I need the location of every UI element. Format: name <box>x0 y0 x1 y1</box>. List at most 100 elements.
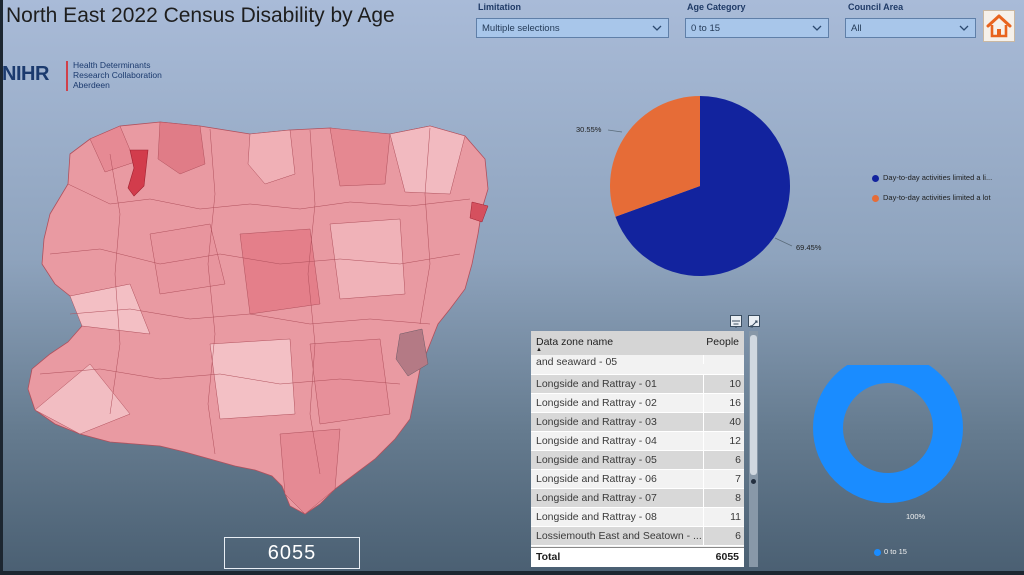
row-name: Longside and Rattray - 06 <box>536 473 657 485</box>
column-separator <box>703 355 704 364</box>
logo-divider <box>66 61 68 91</box>
map-region[interactable] <box>239 228 321 315</box>
pie-slice-limited-a-lot[interactable] <box>610 96 700 217</box>
map-region-aberdeen-city[interactable] <box>395 328 429 377</box>
legend-item-limited-a-lot[interactable]: Day-to-day activities limited a lot <box>872 193 991 202</box>
table-row[interactable]: Longside and Rattray - 03 40 <box>531 413 744 432</box>
filter-age-value: 0 to 15 <box>691 23 721 34</box>
filter-limitation-label: Limitation <box>478 2 521 12</box>
column-header-people[interactable]: People <box>706 336 739 348</box>
column-separator <box>703 527 704 546</box>
filter-council-value: All <box>851 23 862 34</box>
filter-icon[interactable] <box>730 315 742 328</box>
legend-dot <box>874 548 881 556</box>
donut-legend-item[interactable]: 0 to 15 <box>874 547 907 556</box>
pie-slice-limited-a-little[interactable] <box>615 96 791 276</box>
table-row[interactable]: Longside and Rattray - 01 10 <box>531 375 744 394</box>
map-borders <box>39 127 471 475</box>
data-zone-table: Data zone name ▲ People Lhanbryde, Urquh… <box>531 331 744 567</box>
window-frame-left <box>0 0 3 575</box>
total-value: 6055 <box>715 551 739 563</box>
map-region[interactable] <box>69 283 151 335</box>
filter-age-dropdown[interactable]: 0 to 15 <box>685 18 829 38</box>
legend-item-limited-a-little[interactable]: Day-to-day activities limited a li... <box>872 173 992 182</box>
filter-age-label: Age Category <box>687 2 746 12</box>
logo-name: NIHR <box>2 63 49 85</box>
age-donut-chart[interactable] <box>810 365 970 505</box>
map-region-highlight[interactable] <box>469 201 489 223</box>
filter-limitation-dropdown[interactable]: Multiple selections <box>476 18 669 38</box>
column-separator <box>703 489 704 508</box>
chevron-down-icon <box>812 25 822 31</box>
donut-label: 100% <box>906 512 926 521</box>
total-label: Total <box>536 551 561 563</box>
map-region[interactable] <box>329 218 406 300</box>
choropleth-map[interactable] <box>10 114 510 529</box>
pie-leader-line <box>774 237 793 247</box>
scrollbar-handle[interactable] <box>751 479 756 484</box>
table-row[interactable]: Longside and Rattray - 02 16 <box>531 394 744 413</box>
table-body[interactable]: Lhanbryde, Urquhart, Pitgaveny and seawa… <box>531 355 744 549</box>
row-people: 7 <box>735 473 741 485</box>
logo-subtitle: Health Determinants Research Collaborati… <box>73 60 162 90</box>
pie-leader-line <box>607 129 623 133</box>
home-button[interactable] <box>983 10 1015 42</box>
map-region[interactable] <box>209 338 296 420</box>
row-name: Longside and Rattray - 01 <box>536 378 657 390</box>
donut-slice-0-to-15[interactable] <box>813 365 963 503</box>
legend-dot <box>872 174 879 182</box>
page-title: North East 2022 Census Disability by Age <box>6 4 395 27</box>
logo-line-2: Research Collaboration <box>73 70 162 80</box>
total-card-value: 6055 <box>267 542 317 564</box>
logo-line-1: Health Determinants <box>73 60 151 70</box>
chevron-down-icon <box>652 25 662 31</box>
focus-mode-icon[interactable] <box>748 315 760 328</box>
home-icon <box>986 14 1012 38</box>
limitation-pie-chart[interactable]: 69.45% 30.55% <box>560 90 860 290</box>
filter-limitation-value: Multiple selections <box>482 23 560 34</box>
table-scrollbar[interactable] <box>749 331 758 567</box>
legend-dot <box>872 194 879 202</box>
chevron-down-icon <box>959 25 969 31</box>
filter-council-dropdown[interactable]: All <box>845 18 976 38</box>
map-region[interactable] <box>279 428 341 515</box>
expand-icon <box>750 320 758 328</box>
legend-label: 0 to 15 <box>884 547 907 556</box>
map-region-highlight[interactable] <box>127 149 149 197</box>
table-row[interactable]: Lossiemouth East and Seatown - ... 6 <box>531 527 744 546</box>
row-people: 6 <box>735 530 741 542</box>
row-name: Lossiemouth East and Seatown - ... <box>536 530 702 542</box>
row-name: Longside and Rattray - 08 <box>536 511 657 523</box>
map-region[interactable] <box>247 129 296 185</box>
row-name: Longside and Rattray - 03 <box>536 416 657 428</box>
window-frame-bottom <box>0 571 1024 575</box>
row-people: 4 <box>705 355 741 356</box>
map-region[interactable] <box>149 223 226 295</box>
row-people: 6 <box>735 454 741 466</box>
table-row[interactable]: Longside and Rattray - 06 7 <box>531 470 744 489</box>
table-row[interactable]: Longside and Rattray - 04 12 <box>531 432 744 451</box>
table-header: Data zone name ▲ People <box>531 331 744 355</box>
map-region[interactable] <box>329 127 391 187</box>
legend-label: Day-to-day activities limited a li... <box>883 173 993 182</box>
map-region[interactable] <box>309 338 391 425</box>
column-header-data-zone[interactable]: Data zone name <box>536 336 614 348</box>
row-name: Longside and Rattray - 02 <box>536 397 657 409</box>
table-row[interactable]: Lhanbryde, Urquhart, Pitgaveny and seawa… <box>531 355 744 375</box>
map-region[interactable] <box>157 121 206 175</box>
row-name: Lhanbryde, Urquhart, Pitgaveny and seawa… <box>536 355 684 368</box>
row-people: 11 <box>730 511 741 523</box>
table-row[interactable]: Longside and Rattray - 08 11 <box>531 508 744 527</box>
scrollbar-thumb[interactable] <box>750 335 757 475</box>
table-row[interactable]: Longside and Rattray - 07 8 <box>531 489 744 508</box>
row-name: Longside and Rattray - 04 <box>536 435 657 447</box>
column-separator <box>703 375 704 394</box>
filter-icon-glyph <box>732 320 740 328</box>
table-row[interactable]: Longside and Rattray - 05 6 <box>531 451 744 470</box>
total-card: 6055 <box>224 537 360 569</box>
sort-ascending-icon: ▲ <box>536 347 542 353</box>
row-people: 8 <box>735 492 741 504</box>
table-total-row: Total 6055 <box>531 547 744 567</box>
map-region[interactable] <box>34 363 131 435</box>
row-people: 10 <box>729 378 741 390</box>
